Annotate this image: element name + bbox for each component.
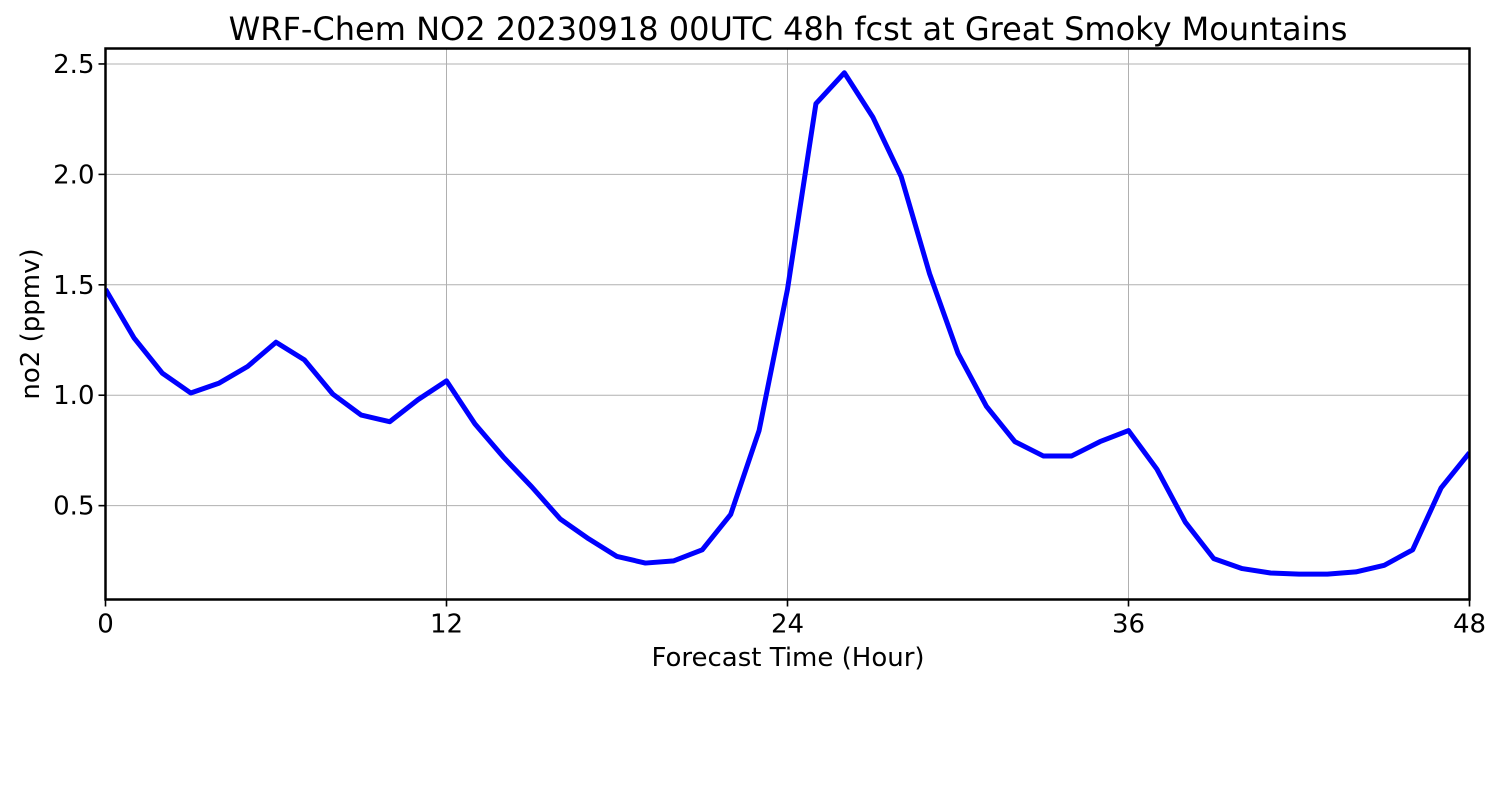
data-point	[217, 381, 222, 386]
plot-series	[105, 70, 1470, 577]
data-point	[728, 512, 733, 517]
data-point	[1098, 439, 1103, 444]
data-point	[643, 561, 648, 566]
x-tick-label: 12	[430, 610, 463, 640]
data-point	[671, 558, 676, 563]
data-point	[472, 421, 477, 426]
data-point	[302, 357, 307, 362]
x-tick-label: 0	[97, 610, 114, 640]
y-tick-label: 1.5	[53, 271, 94, 301]
data-point	[1325, 572, 1330, 577]
y-tick-label: 1.0	[53, 381, 94, 411]
data-point	[1439, 485, 1444, 490]
data-point	[870, 114, 875, 119]
data-point	[785, 287, 790, 292]
x-tick-label: 36	[1112, 610, 1145, 640]
data-point	[1211, 556, 1216, 561]
data-point	[1069, 453, 1074, 458]
chart-title: WRF-Chem NO2 20230918 00UTC 48h fcst at …	[229, 10, 1348, 48]
data-point	[956, 351, 961, 356]
grid-lines	[105, 48, 1470, 600]
data-point	[1154, 467, 1159, 472]
data-point	[757, 428, 762, 433]
data-point	[131, 335, 136, 340]
data-point	[1240, 566, 1245, 571]
data-point	[984, 404, 989, 409]
plot-area-frame	[104, 47, 1471, 601]
data-point	[330, 392, 335, 397]
data-point	[558, 516, 563, 521]
data-point	[359, 413, 364, 418]
data-point	[813, 101, 818, 106]
data-point	[899, 174, 904, 179]
x-tick-label: 24	[771, 610, 804, 640]
data-point	[1353, 569, 1358, 574]
y-axis-label: no2 (ppmv)	[16, 248, 46, 399]
data-point	[444, 378, 449, 383]
x-tick-label: 48	[1453, 610, 1486, 640]
data-point	[1012, 439, 1017, 444]
axis-ticks: 0 12 24 36 48 0.5 1.0 1.5 2.0 2.5	[53, 50, 1486, 640]
data-point	[1297, 572, 1302, 577]
data-point	[387, 419, 392, 424]
x-axis-label: Forecast Time (Hour)	[651, 643, 924, 673]
y-tick-label: 0.5	[53, 492, 94, 522]
data-point	[1041, 453, 1046, 458]
y-tick-label: 2.0	[53, 160, 94, 190]
data-point	[1410, 547, 1415, 552]
data-point	[160, 371, 165, 376]
data-point	[188, 391, 193, 396]
no2-series-line	[105, 70, 1470, 577]
data-point	[416, 397, 421, 402]
data-point	[274, 340, 279, 345]
data-point	[700, 547, 705, 552]
data-point	[586, 536, 591, 541]
data-point	[842, 70, 847, 75]
data-point	[529, 484, 534, 489]
data-point	[1268, 571, 1273, 576]
y-tick-label: 2.5	[53, 50, 94, 80]
data-point	[615, 554, 620, 559]
data-point	[927, 271, 932, 276]
data-point	[501, 455, 506, 460]
data-point	[1183, 520, 1188, 525]
data-point	[1126, 428, 1131, 433]
data-point	[245, 364, 250, 369]
data-point	[1382, 563, 1387, 568]
